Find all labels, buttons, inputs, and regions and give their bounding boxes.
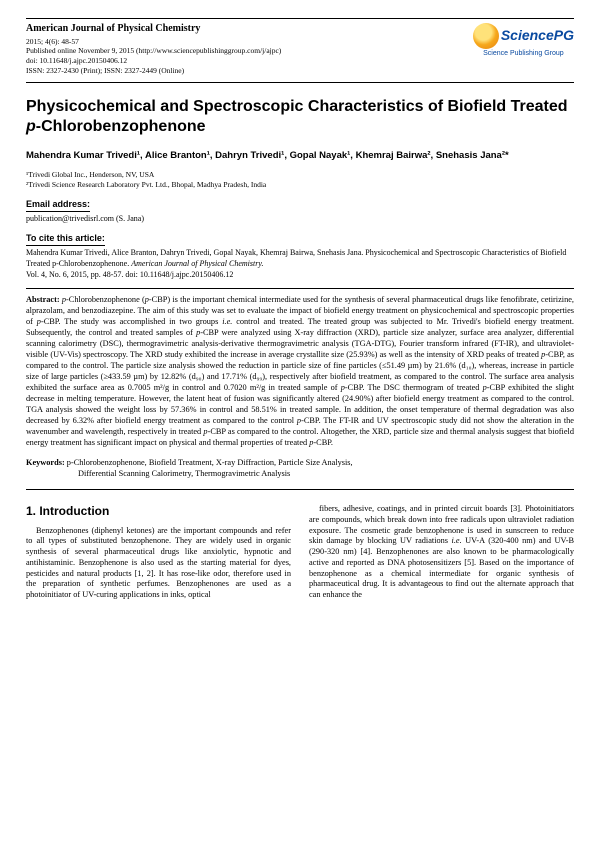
affiliation-1: ¹Trivedi Global Inc., Henderson, NV, USA xyxy=(26,170,574,181)
abstract: Abstract: p-Chlorobenzophenone (p-CBP) i… xyxy=(26,295,574,448)
pub-meta: 2015; 4(6): 48-57 Published online Novem… xyxy=(26,37,281,76)
column-right: fibers, adhesive, coatings, and in print… xyxy=(309,504,574,601)
cite-section: To cite this article: Mahendra Kumar Tri… xyxy=(26,233,574,281)
email-label: Email address: xyxy=(26,199,90,212)
publisher-logo: SciencePG Science Publishing Group xyxy=(473,23,574,59)
logo-subtitle: Science Publishing Group xyxy=(483,50,564,59)
journal-name: American Journal of Physical Chemistry xyxy=(26,23,281,36)
meta-line-1: 2015; 4(6): 48-57 xyxy=(26,37,281,47)
abstract-top-rule xyxy=(26,288,574,289)
column-left: 1. Introduction Benzophenones (diphenyl … xyxy=(26,504,291,601)
journal-meta: American Journal of Physical Chemistry 2… xyxy=(26,23,281,76)
article-title: Physicochemical and Spectroscopic Charac… xyxy=(26,97,574,137)
email-address: publication@trivedisrl.com (S. Jana) xyxy=(26,214,574,225)
meta-line-3: doi: 10.11648/j.ajpc.20150406.12 xyxy=(26,56,281,66)
header: American Journal of Physical Chemistry 2… xyxy=(26,18,574,76)
affiliation-2: ²Trivedi Science Research Laboratory Pvt… xyxy=(26,180,574,191)
logo-text: SciencePG xyxy=(501,27,574,45)
abstract-bottom-rule xyxy=(26,489,574,490)
header-divider xyxy=(26,82,574,83)
meta-line-2: Published online November 9, 2015 (http:… xyxy=(26,46,281,56)
citation-text: Mahendra Kumar Trivedi, Alice Branton, D… xyxy=(26,248,574,280)
email-section: Email address: publication@trivedisrl.co… xyxy=(26,199,574,225)
intro-paragraph-1: Benzophenones (diphenyl ketones) are the… xyxy=(26,526,291,601)
sun-icon xyxy=(473,23,499,49)
affiliations: ¹Trivedi Global Inc., Henderson, NV, USA… xyxy=(26,170,574,191)
body-columns: 1. Introduction Benzophenones (diphenyl … xyxy=(26,504,574,601)
intro-paragraph-2: fibers, adhesive, coatings, and in print… xyxy=(309,504,574,601)
section-heading-intro: 1. Introduction xyxy=(26,504,291,520)
keywords: Keywords: p-Chlorobenzophenone, Biofield… xyxy=(26,457,574,479)
meta-line-4: ISSN: 2327-2430 (Print); ISSN: 2327-2449… xyxy=(26,66,281,76)
author-list: Mahendra Kumar Trivedi¹, Alice Branton¹,… xyxy=(26,149,574,162)
cite-label: To cite this article: xyxy=(26,233,105,246)
abstract-body: -Chlorobenzophenone (p-CBP) is the impor… xyxy=(26,295,574,446)
